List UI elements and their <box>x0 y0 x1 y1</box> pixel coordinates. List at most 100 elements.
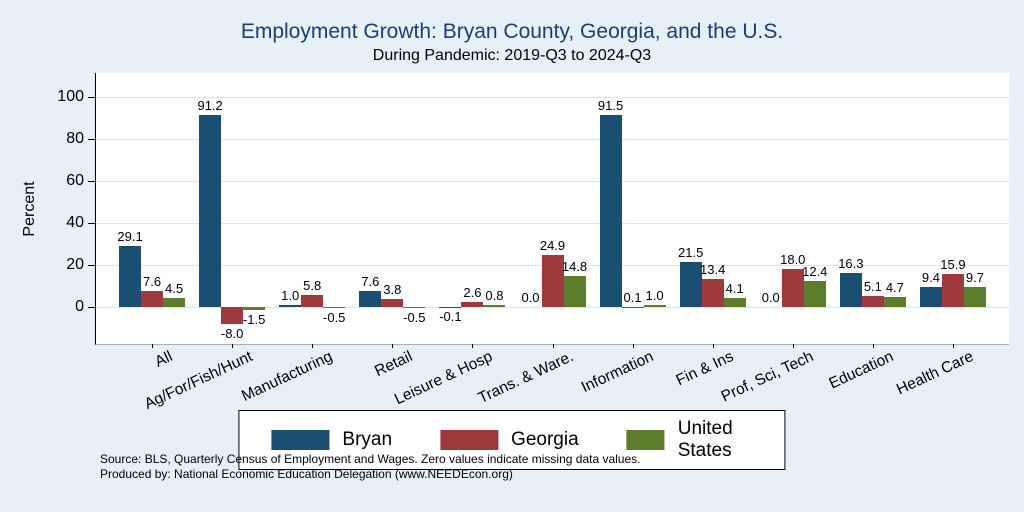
bar-georgia-4 <box>461 301 484 307</box>
bar-united-states-10 <box>963 286 986 307</box>
y-tick-20 <box>88 265 95 266</box>
y-tick-80 <box>88 139 95 140</box>
bar-united-states-4 <box>483 305 506 307</box>
value-label: 7.6 <box>361 274 380 290</box>
y-axis-label: Percent <box>21 181 38 237</box>
x-tick-4 <box>472 344 474 348</box>
value-label: 1.0 <box>281 287 300 303</box>
plot-area: 29.1 91.2 1.0 7.6 -0.1 0.0 91.5 21.5 0.0 16.3 9.4 7… <box>95 73 1009 413</box>
bar-georgia-3 <box>381 299 404 307</box>
y-tick-label-100: 100 <box>57 88 84 105</box>
legend-item-georgia: Georgia <box>440 429 579 451</box>
value-label: 14.8 <box>561 258 588 274</box>
value-label: 9.4 <box>921 270 940 286</box>
legend-label-united-states: United States <box>677 418 733 461</box>
x-tick-7 <box>712 344 714 348</box>
x-tick-5 <box>552 344 554 348</box>
legend-label-georgia: Georgia <box>511 429 579 450</box>
gridline-40 <box>96 223 1009 224</box>
legend-swatch-georgia <box>440 430 499 450</box>
bar-bryan-6 <box>599 114 622 307</box>
source-note-line2: Produced by: National Economic Education… <box>100 467 513 481</box>
y-tick-60 <box>88 181 95 182</box>
gridline-60 <box>96 181 1009 182</box>
bar-bryan-0 <box>119 245 142 307</box>
chart-title: Employment Growth: Bryan County, Georgia… <box>240 20 784 43</box>
value-label: 29.1 <box>117 228 143 244</box>
value-label: 0.1 <box>623 289 642 305</box>
y-tick-100 <box>88 97 95 98</box>
bar-georgia-0 <box>141 291 164 307</box>
x-tick-0 <box>152 344 154 348</box>
value-label: 15.9 <box>940 256 966 272</box>
bar-georgia-8 <box>781 269 804 307</box>
value-label: 4.5 <box>164 280 184 296</box>
legend-label-bryan: Bryan <box>342 429 393 450</box>
y-tick-40 <box>88 223 95 224</box>
bar-georgia-7 <box>701 278 724 307</box>
bar-bryan-2 <box>279 304 302 307</box>
y-tick-label-80: 80 <box>66 130 84 147</box>
y-tick-label-60: 60 <box>66 172 84 189</box>
bar-united-states-1 <box>243 307 266 311</box>
gridline-0 <box>96 307 1009 308</box>
value-label: 16.3 <box>838 255 864 271</box>
legend: Bryan Georgia United States <box>238 410 786 470</box>
bar-bryan-1 <box>199 115 222 307</box>
value-label: 4.1 <box>725 281 744 297</box>
x-tick-8 <box>792 344 794 348</box>
bar-georgia-5 <box>541 254 564 307</box>
value-label: -0.1 <box>439 309 462 325</box>
value-label: 0.8 <box>485 288 504 304</box>
bar-bryan-9 <box>839 272 862 307</box>
x-tick-6 <box>632 344 634 348</box>
bar-united-states-6 <box>643 304 666 307</box>
value-label: 1.0 <box>645 287 664 303</box>
value-label: 5.1 <box>863 279 882 295</box>
bar-bryan-10 <box>919 287 942 307</box>
x-tick-10 <box>952 344 954 348</box>
legend-item-united-states: United States <box>626 418 753 462</box>
value-label: -0.5 <box>323 310 346 326</box>
x-tick-3 <box>392 344 394 348</box>
bar-georgia-2 <box>301 294 324 307</box>
bar-united-states-7 <box>723 298 746 307</box>
source-note-line1: Source: BLS, Quarterly Census of Employm… <box>100 452 641 466</box>
value-label: 0.0 <box>521 290 540 305</box>
gridline-80 <box>96 139 1009 140</box>
value-label: -0.5 <box>403 310 426 326</box>
x-tick-9 <box>872 344 874 348</box>
value-label: 9.7 <box>965 269 984 285</box>
value-label: 18.0 <box>780 252 806 268</box>
gridline-100 <box>96 97 1009 98</box>
bar-georgia-10 <box>941 273 964 307</box>
legend-swatch-bryan <box>271 430 330 450</box>
value-label: 13.4 <box>700 261 726 277</box>
value-label: -8.0 <box>220 325 244 341</box>
value-label: 21.5 <box>678 244 704 260</box>
value-label: 12.4 <box>802 263 828 279</box>
bar-bryan-7 <box>679 261 702 307</box>
bar-bryan-3 <box>359 291 382 307</box>
chart-subtitle: During Pandemic: 2019-Q3 to 2024-Q3 <box>372 47 652 64</box>
value-label: 91.2 <box>197 98 223 114</box>
bar-united-states-5 <box>563 275 586 307</box>
y-tick-label-20: 20 <box>66 256 84 273</box>
value-label: 3.8 <box>383 282 402 298</box>
y-tick-0 <box>88 307 95 308</box>
legend-item-bryan: Bryan <box>271 429 392 451</box>
bar-georgia-9 <box>861 296 884 307</box>
value-label: 91.5 <box>597 97 624 113</box>
y-tick-label-0: 0 <box>75 298 84 315</box>
value-label: 0.0 <box>761 290 780 305</box>
y-tick-label-40: 40 <box>66 214 84 231</box>
bar-united-states-9 <box>883 297 906 307</box>
x-tick-2 <box>312 344 314 348</box>
bar-united-states-2 <box>323 307 346 309</box>
bar-united-states-8 <box>803 280 826 307</box>
x-tick-1 <box>232 344 234 348</box>
value-label: 7.6 <box>142 274 162 290</box>
legend-swatch-united-states <box>626 430 665 450</box>
value-label: 24.9 <box>539 237 566 253</box>
